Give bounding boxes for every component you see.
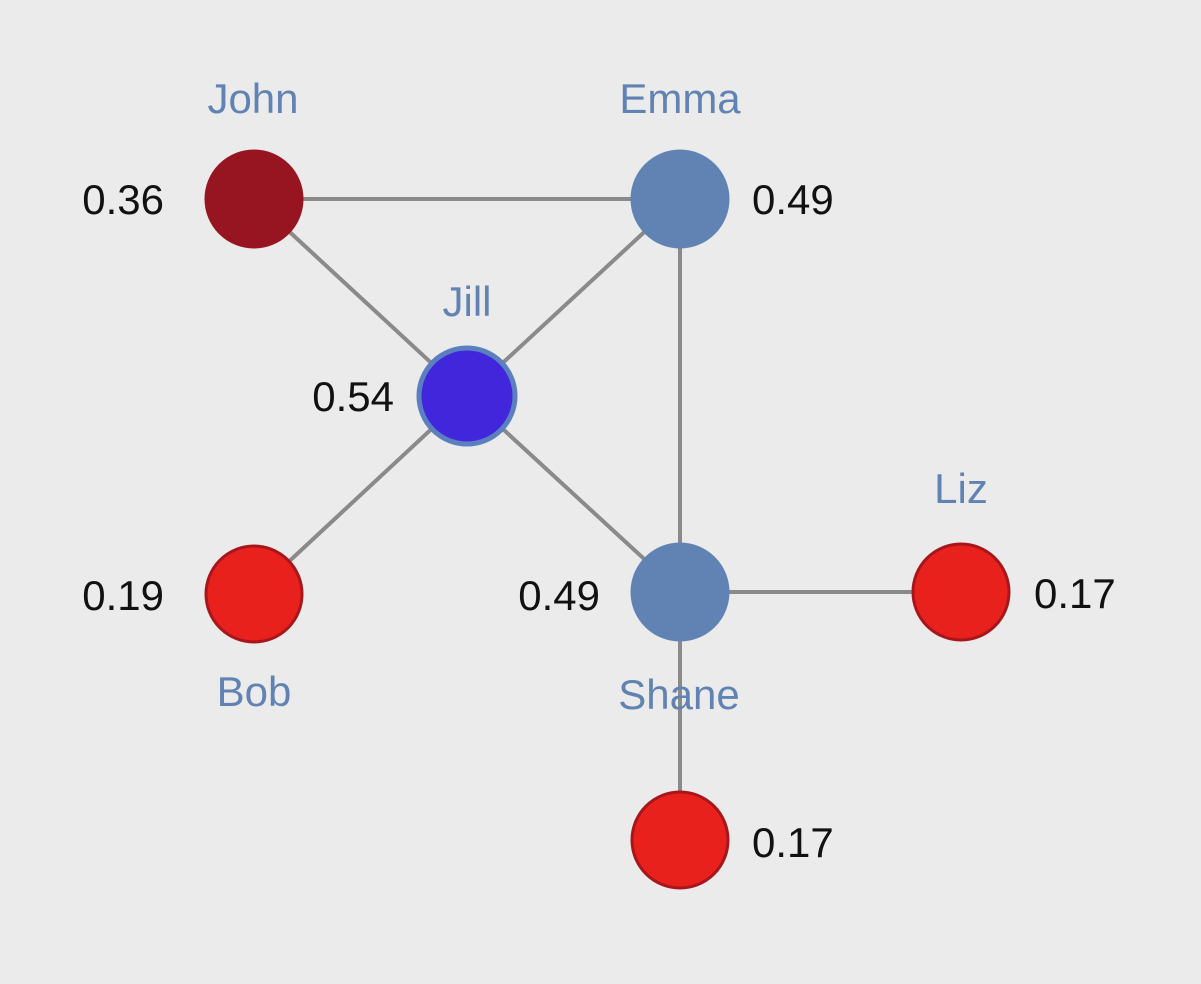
node-john [204,149,304,249]
node-score-emma: 0.49 [752,176,834,223]
node-score-bob: 0.19 [82,572,164,619]
node-bob [204,544,304,644]
node-score-bottom: 0.17 [752,819,834,866]
node-shane [630,542,730,642]
node-score-jill: 0.54 [312,373,394,420]
node-score-liz: 0.17 [1034,570,1116,617]
node-name-bob: Bob [217,668,292,715]
node-score-shane: 0.49 [518,572,600,619]
nodes-layer [204,149,1011,890]
node-name-john: John [207,75,298,122]
node-name-liz: Liz [934,465,988,512]
node-name-emma: Emma [619,75,741,122]
node-jill [416,345,518,447]
edges-layer [252,197,961,840]
labels-layer: John 0.36 Emma 0.49 Jill 0.54 Bob 0.19 Shane 0.49… [82,75,1116,866]
node-bottom [630,790,730,890]
node-emma [630,149,730,249]
node-name-jill: Jill [443,278,492,325]
node-liz [911,542,1011,642]
node-score-john: 0.36 [82,176,164,223]
node-name-shane: Shane [618,671,739,718]
